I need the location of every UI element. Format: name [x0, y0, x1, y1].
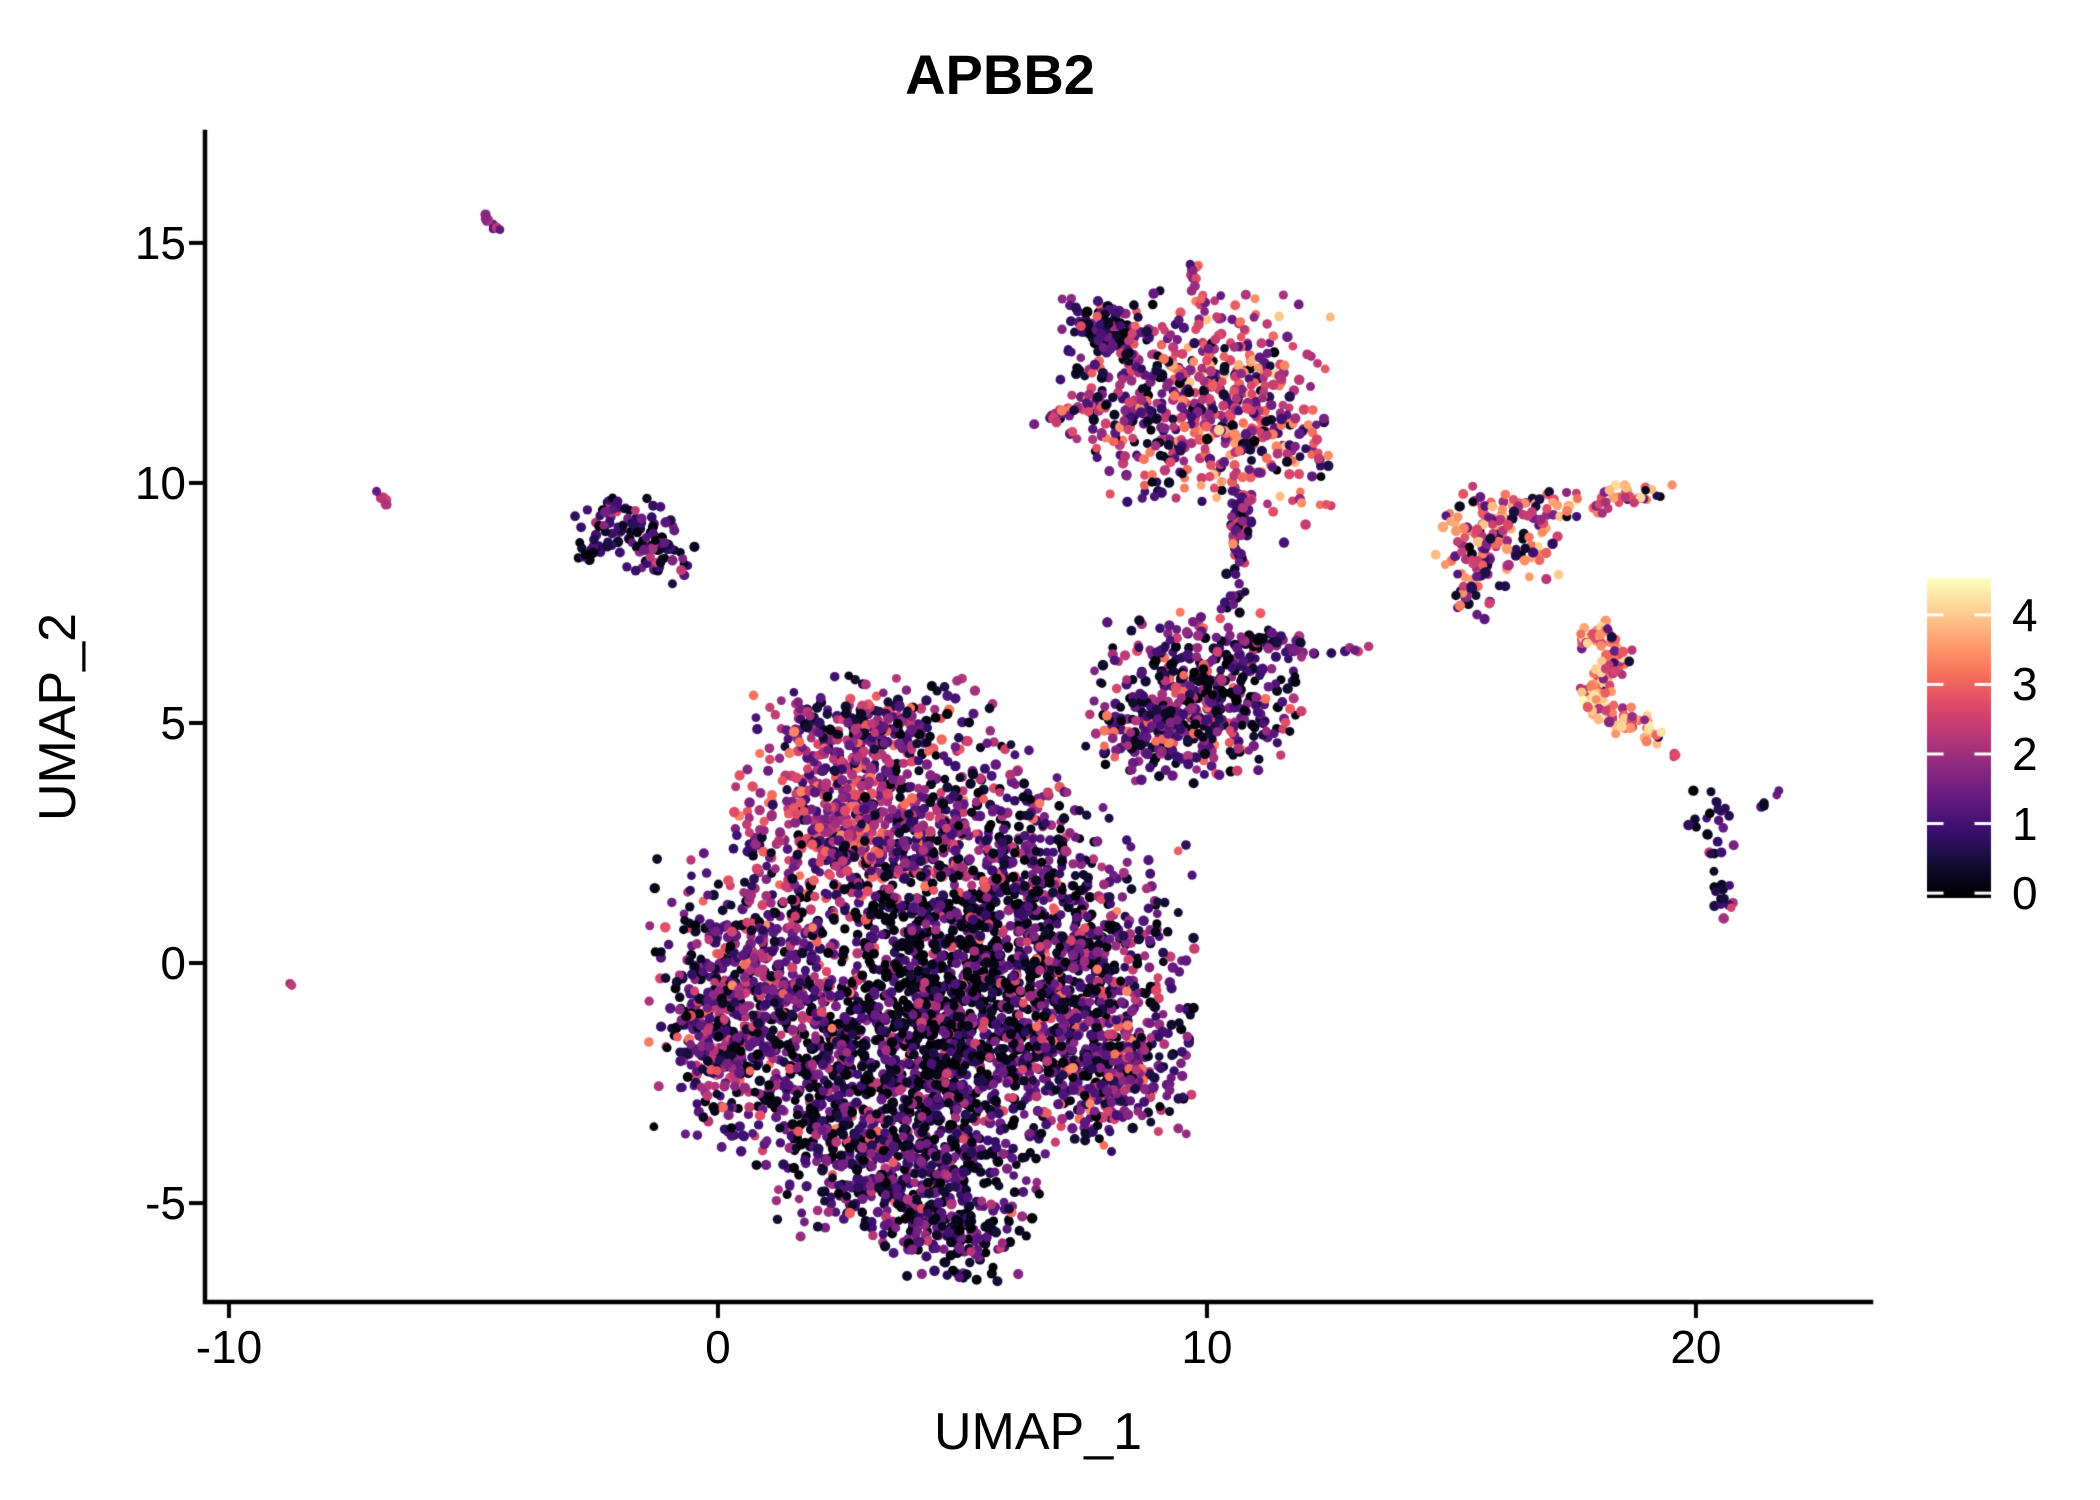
- colorbar-tick-label: 4: [2012, 588, 2038, 641]
- colorbar-tick-label: 2: [2012, 728, 2038, 780]
- plot-title: APBB2: [905, 43, 1095, 106]
- colorbar-tick-label: 1: [2012, 797, 2038, 850]
- y-tick-label: 0: [160, 937, 186, 990]
- colorbar-tick-label: 3: [2012, 658, 2038, 711]
- y-tick-label: -5: [145, 1177, 186, 1230]
- x-tick-label: -10: [195, 1321, 263, 1373]
- y-tick-label: 5: [160, 697, 186, 749]
- colorbar-tick-label: 0: [2012, 867, 2038, 920]
- x-tick-label: 0: [705, 1321, 731, 1373]
- y-tick-label: 15: [134, 216, 186, 269]
- x-tick-label: 10: [1181, 1321, 1233, 1373]
- x-axis-label: UMAP_1: [933, 1403, 1143, 1461]
- x-tick-label: 20: [1670, 1321, 1722, 1373]
- y-tick-label: 10: [134, 456, 186, 509]
- y-axis-label: UMAP_2: [29, 612, 87, 822]
